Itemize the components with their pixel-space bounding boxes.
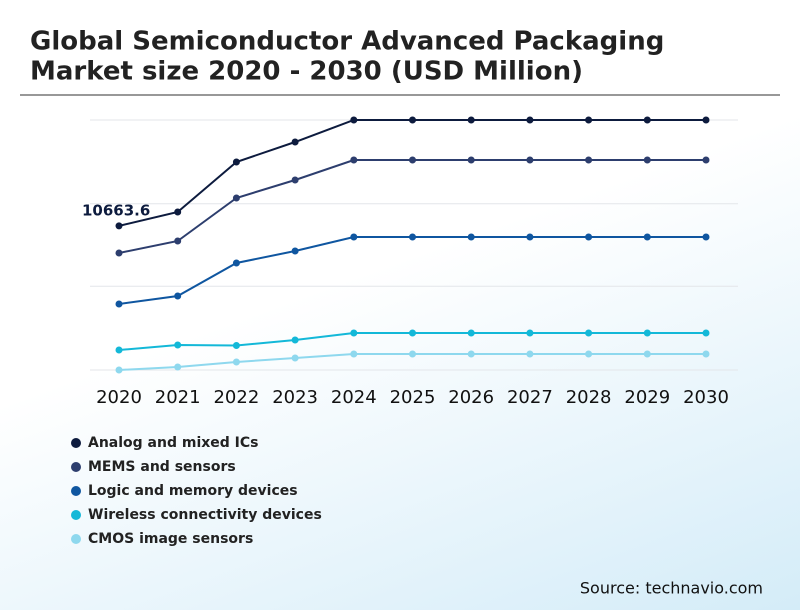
point <box>643 116 651 124</box>
point <box>350 350 358 358</box>
point <box>174 292 182 300</box>
point <box>526 233 534 241</box>
point <box>350 233 358 241</box>
x-tick-label: 2029 <box>624 387 670 408</box>
point <box>702 116 710 124</box>
point <box>585 116 593 124</box>
legend-marker <box>71 438 81 448</box>
legend-marker <box>71 534 81 544</box>
x-tick-label: 2026 <box>448 387 494 408</box>
point <box>409 156 416 164</box>
point <box>526 329 534 337</box>
point <box>232 342 240 349</box>
legend-marker <box>71 510 81 520</box>
point <box>174 341 182 349</box>
x-tick-label: 2021 <box>155 387 201 408</box>
point <box>174 237 182 245</box>
point <box>232 194 240 202</box>
point <box>585 233 593 241</box>
point <box>467 350 475 358</box>
x-tick-label: 2027 <box>507 387 553 408</box>
point <box>526 156 534 164</box>
point <box>702 350 710 358</box>
point <box>115 300 123 308</box>
point <box>232 259 240 267</box>
x-tick-label: 2024 <box>331 387 377 408</box>
point <box>291 176 299 184</box>
point <box>467 233 475 241</box>
chart-title: Global Semiconductor Advanced Packaging <box>30 27 664 57</box>
point <box>585 329 593 337</box>
point <box>643 233 651 241</box>
legend-label: Analog and mixed ICs <box>88 435 259 451</box>
point <box>115 249 123 257</box>
point <box>350 116 358 124</box>
chart-title: Market size 2020 - 2030 (USD Million) <box>30 57 583 87</box>
point <box>115 366 123 374</box>
point <box>409 350 416 358</box>
legend-label: CMOS image sensors <box>88 531 253 547</box>
point <box>291 247 299 255</box>
point <box>350 156 358 164</box>
point <box>702 156 710 164</box>
point <box>643 350 651 358</box>
point <box>232 358 240 366</box>
point <box>291 336 299 344</box>
point <box>526 350 534 358</box>
point <box>643 329 651 337</box>
legend-label: MEMS and sensors <box>88 459 236 475</box>
point <box>643 156 651 164</box>
point <box>702 233 710 241</box>
point <box>467 116 475 124</box>
point <box>702 329 710 337</box>
point <box>467 156 475 164</box>
x-tick-label: 2030 <box>683 387 729 408</box>
point <box>291 138 299 146</box>
point <box>585 156 593 164</box>
point <box>409 116 416 124</box>
series-line <box>118 236 706 305</box>
x-tick-label: 2028 <box>566 387 612 408</box>
value-label: 10663.6 <box>82 201 150 219</box>
x-tick-label: 2022 <box>213 387 259 408</box>
point <box>467 329 475 337</box>
point <box>115 346 123 354</box>
point <box>585 350 593 358</box>
legend-marker <box>71 486 81 496</box>
point <box>409 329 416 337</box>
x-tick-label: 2025 <box>390 387 436 408</box>
point <box>174 363 182 371</box>
point <box>350 329 358 337</box>
x-tick-label: 2023 <box>272 387 318 408</box>
point <box>115 222 123 230</box>
x-tick-label: 2020 <box>96 387 142 408</box>
legend-label: Wireless connectivity devices <box>88 507 322 523</box>
point <box>291 354 299 362</box>
point <box>174 208 182 216</box>
legend-label: Logic and memory devices <box>88 483 298 499</box>
legend-marker <box>71 462 81 472</box>
point <box>526 116 534 124</box>
source: Source: technavio.com <box>580 579 763 598</box>
point <box>409 233 416 241</box>
point <box>232 158 240 166</box>
series-line <box>118 119 706 227</box>
